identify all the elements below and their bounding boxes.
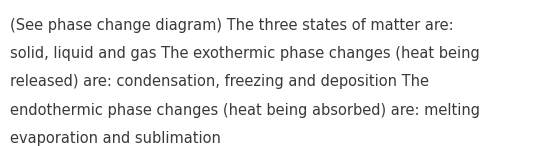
Text: endothermic phase changes (heat being absorbed) are: melting: endothermic phase changes (heat being ab… <box>10 103 480 118</box>
Text: released) are: condensation, freezing and deposition The: released) are: condensation, freezing an… <box>10 74 429 89</box>
Text: evaporation and sublimation: evaporation and sublimation <box>10 131 221 146</box>
Text: (See phase change diagram) The three states of matter are:: (See phase change diagram) The three sta… <box>10 18 454 33</box>
Text: solid, liquid and gas The exothermic phase changes (heat being: solid, liquid and gas The exothermic pha… <box>10 46 480 61</box>
